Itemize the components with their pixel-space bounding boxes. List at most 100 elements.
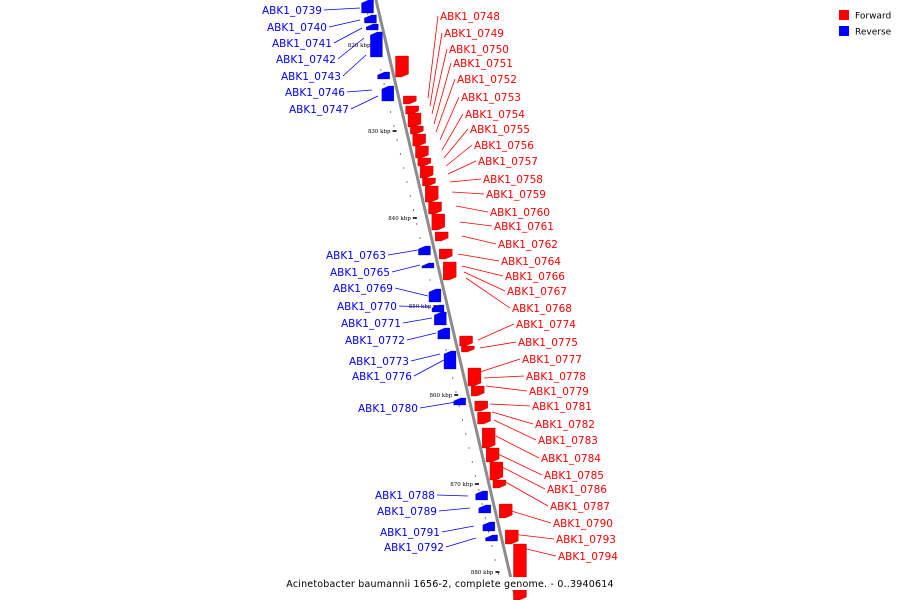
forward-feature-block	[486, 447, 500, 463]
forward-gene-label: ABK1_0790	[553, 518, 613, 530]
reverse-gene-connector	[342, 54, 367, 77]
forward-feature-block	[505, 529, 519, 545]
forward-gene-label: ABK1_0760	[490, 207, 550, 219]
genome-backbone	[374, 0, 518, 600]
reverse-feature-block	[453, 397, 466, 406]
reverse-feature-block	[431, 304, 445, 313]
forward-gene-label: ABK1_0755	[470, 124, 530, 136]
scale-tick-label: 840 kbp	[388, 216, 411, 222]
reverse-gene-label: ABK1_0772	[345, 335, 405, 347]
forward-gene-label: ABK1_0782	[535, 419, 595, 431]
forward-gene-connector	[479, 358, 521, 373]
forward-feature-block	[425, 185, 439, 203]
reverse-gene-connector	[419, 401, 457, 409]
forward-gene-label: ABK1_0793	[556, 534, 616, 546]
reverse-gene-label: ABK1_0789	[377, 506, 437, 518]
forward-feature-block	[461, 345, 475, 353]
forward-feature-block	[439, 248, 453, 260]
forward-gene-connector	[447, 160, 477, 175]
forward-gene-connector	[427, 15, 439, 99]
forward-feature-block	[492, 479, 507, 489]
reverse-gene-connector	[436, 494, 469, 497]
reverse-gene-label: ABK1_0788	[375, 490, 435, 502]
reverse-gene-connector	[441, 525, 475, 533]
legend-forward-label: Forward	[855, 12, 891, 22]
reverse-gene-label: ABK1_0740	[267, 22, 327, 34]
forward-gene-labels: ABK1_0748 ABK1_0749 ABK1_0750 ABK1_0751 ABK1…	[427, 11, 618, 563]
reverse-feature-block	[478, 504, 491, 514]
reverse-gene-label: ABK1_0765	[330, 267, 390, 279]
reverse-gene-connector	[406, 332, 437, 341]
scale-tick-label: 820 kbp	[348, 43, 371, 49]
reverse-gene-connector	[391, 264, 421, 273]
reverse-gene-labels: ABK1_0739 ABK1_0740 ABK1_0741 ABK1_0742 ABK1…	[262, 5, 477, 554]
reverse-feature-block	[364, 14, 377, 24]
scale-tick-label: 860 kbp	[430, 393, 453, 399]
reverse-gene-label: ABK1_0763	[326, 250, 386, 262]
reverse-gene-label: ABK1_0771	[341, 318, 401, 330]
forward-gene-connector	[495, 435, 540, 459]
forward-gene-label: ABK1_0787	[550, 501, 610, 513]
forward-gene-connector	[459, 221, 493, 227]
forward-gene-connector	[461, 265, 504, 277]
forward-gene-connector	[457, 253, 500, 262]
scale-tick-label: 830 kbp	[368, 129, 391, 135]
forward-gene-label: ABK1_0794	[558, 551, 618, 563]
reverse-gene-connector	[323, 7, 361, 11]
forward-gene-label: ABK1_0779	[529, 386, 589, 398]
reverse-gene-label: ABK1_0741	[272, 38, 332, 50]
reverse-feature-block	[361, 0, 374, 14]
forward-gene-label: ABK1_0756	[474, 140, 534, 152]
forward-feature-block	[412, 133, 426, 147]
forward-gene-connector	[479, 341, 517, 349]
forward-feature-block	[471, 385, 485, 397]
forward-gene-connector	[461, 235, 497, 245]
forward-gene-connector	[439, 96, 460, 141]
reverse-gene-connector	[402, 317, 433, 324]
forward-gene-label: ABK1_0764	[501, 256, 561, 268]
reverse-gene-connector	[410, 353, 441, 362]
forward-gene-connector	[491, 411, 534, 425]
forward-gene-label: ABK1_0757	[478, 156, 538, 168]
forward-gene-connector	[463, 271, 506, 292]
legend-reverse-swatch	[839, 26, 849, 36]
forward-gene-connector	[507, 509, 552, 524]
reverse-gene-label: ABK1_0780	[358, 403, 418, 415]
legend: Forward Reverse	[839, 10, 892, 38]
forward-gene-label: ABK1_0762	[498, 239, 558, 251]
forward-gene-label: ABK1_0781	[532, 401, 592, 413]
forward-gene-label: ABK1_0761	[494, 221, 554, 233]
reverse-feature-block	[482, 521, 496, 532]
reverse-feature-block	[443, 350, 457, 370]
forward-gene-connector	[489, 403, 531, 407]
reverse-gene-label: ABK1_0773	[349, 356, 409, 368]
forward-gene-label: ABK1_0783	[538, 435, 598, 447]
reverse-feature-block	[475, 490, 488, 501]
forward-gene-label: ABK1_0785	[544, 470, 604, 482]
reverse-gene-label: ABK1_0747	[289, 104, 349, 116]
forward-feature-block	[513, 543, 527, 600]
forward-feature-block	[435, 231, 449, 242]
forward-gene-connector	[485, 385, 528, 392]
reverse-gene-label: ABK1_0746	[285, 87, 345, 99]
scale-tick-label: 880 kbp	[471, 570, 494, 576]
reverse-feature-block	[485, 534, 498, 542]
forward-gene-connector	[435, 78, 456, 133]
reverse-gene-connector	[398, 305, 431, 308]
legend-forward-swatch	[839, 10, 849, 20]
forward-feature-block	[431, 213, 445, 231]
forward-feature-block	[395, 55, 409, 78]
forward-feature-block	[477, 411, 491, 425]
reverse-feature-block	[421, 262, 435, 269]
forward-gene-label: ABK1_0775	[518, 337, 578, 349]
forward-feature-block	[410, 125, 424, 135]
forward-feature-block	[422, 177, 436, 187]
reverse-gene-connector	[438, 507, 471, 512]
forward-feature-block	[459, 335, 473, 347]
reverse-gene-connector	[333, 27, 363, 44]
forward-gene-label: ABK1_0748	[440, 11, 500, 23]
reverse-gene-connector	[387, 249, 419, 256]
reverse-feature-block	[418, 245, 431, 256]
